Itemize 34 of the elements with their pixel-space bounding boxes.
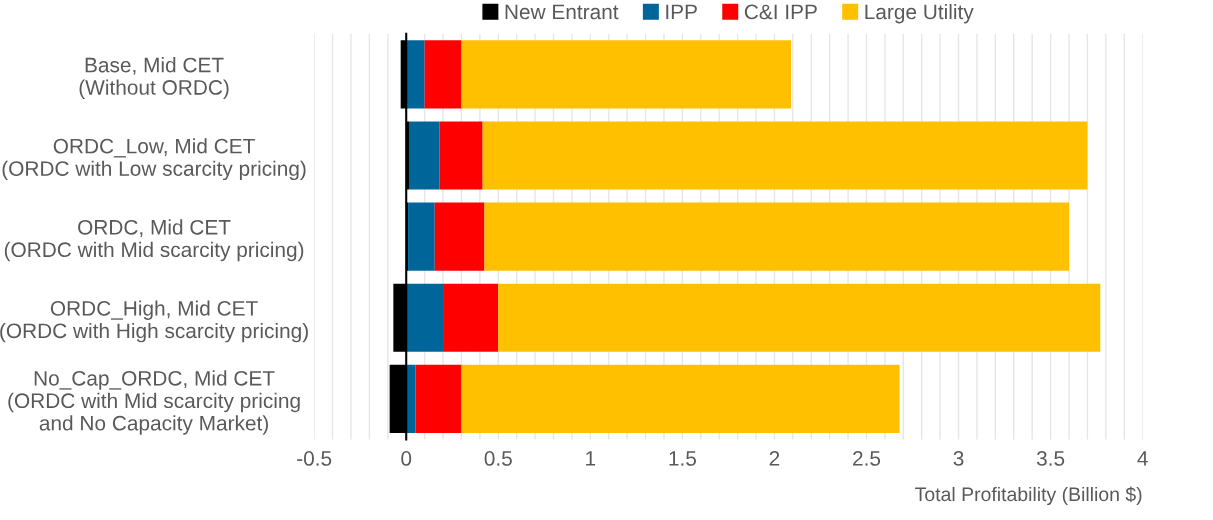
bar — [424, 40, 462, 109]
x-tick-label: 2.5 — [853, 451, 881, 466]
legend-label: IPP — [666, 4, 697, 20]
bar — [406, 40, 425, 109]
bar — [434, 202, 485, 271]
x-tick-label: 0.5 — [484, 451, 512, 466]
legend-label: Large Utility — [865, 3, 974, 24]
x-tick-label: 1.5 — [669, 451, 696, 466]
bar — [406, 283, 444, 352]
y-tick-label: ORDC, Mid CET (ORDC with Mid scarcity pricing) — [4, 219, 304, 262]
legend-label: C&I IPP — [744, 4, 817, 20]
bar — [484, 202, 1069, 271]
bar — [408, 121, 440, 190]
y-tick-label: No_Cap_ORDC, Mid CET (ORDC with Mid scarcity pricing and No Capacity Market) — [8, 370, 300, 435]
bar — [482, 121, 1088, 190]
x-tick-label: 2 — [769, 451, 780, 466]
x-tick-label: 1 — [586, 451, 596, 466]
bar — [461, 364, 900, 433]
bar — [498, 283, 1101, 352]
bar — [408, 202, 435, 271]
x-tick-label: -0.5 — [297, 451, 332, 466]
x-tick-label: 0 — [401, 451, 412, 466]
y-tick-label: Base, Mid CET (Without ORDC) — [79, 57, 229, 99]
x-axis-title: Total Profitability (Billion $) — [915, 486, 1142, 506]
x-tick-label: 3 — [953, 451, 964, 466]
y-tick-label: ORDC_High, Mid CET (ORDC with High scarcity pricing) — [0, 300, 308, 343]
y-tick-label: ORDC_Low, Mid CET (ORDC with Low scarcity pricing) — [2, 138, 306, 181]
x-tick-label: 4 — [1137, 451, 1148, 466]
bar — [415, 364, 462, 433]
bar — [461, 40, 791, 109]
legend-label: New Entrant — [505, 4, 619, 20]
bar — [443, 283, 499, 352]
bar — [439, 121, 483, 190]
x-tick-label: 3.5 — [1036, 451, 1065, 466]
